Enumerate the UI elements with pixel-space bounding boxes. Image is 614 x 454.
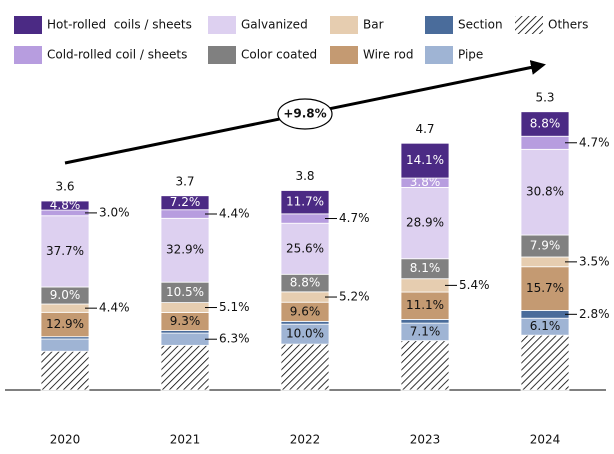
bar-segment xyxy=(40,350,90,391)
bar-segment xyxy=(520,135,570,150)
value-label: 5.4% xyxy=(459,278,490,292)
legend-label: Color coated xyxy=(241,48,317,62)
x-tick-label: 2023 xyxy=(410,433,441,447)
legend-swatch xyxy=(330,16,358,34)
value-label: 8.8% xyxy=(530,116,561,130)
value-label: 32.9% xyxy=(166,243,204,257)
bar-segment xyxy=(400,340,450,391)
bar-segment xyxy=(520,148,570,236)
annotation-ellipse xyxy=(277,98,333,130)
bar-segment xyxy=(280,222,330,275)
legend-label: Pipe xyxy=(458,48,483,62)
value-label: 4.7% xyxy=(339,211,370,225)
value-label: 10.5% xyxy=(166,285,204,299)
bar-segment xyxy=(160,195,210,211)
bar-segment xyxy=(160,209,210,219)
value-label: 11.1% xyxy=(406,298,444,312)
bar-segment xyxy=(400,291,450,320)
value-label: 8.8% xyxy=(290,276,321,290)
legend-label: Hot-rolled coils / sheets xyxy=(47,18,192,32)
bar-segment xyxy=(280,343,330,391)
value-label: 14.1% xyxy=(406,153,444,167)
value-label: 6.1% xyxy=(530,319,561,333)
bar-segment xyxy=(400,278,450,293)
bar-segment xyxy=(400,187,450,260)
total-label: 3.7 xyxy=(175,174,194,188)
value-label: 4.7% xyxy=(579,135,610,149)
x-tick-label: 2020 xyxy=(50,433,81,447)
bar-segment xyxy=(40,311,90,338)
bar-segment xyxy=(520,266,570,311)
bar-segment xyxy=(160,344,210,391)
x-tick-label: 2024 xyxy=(530,433,561,447)
bar-segment xyxy=(160,332,210,346)
legend-swatch xyxy=(208,16,236,34)
legend-label: Bar xyxy=(363,18,384,32)
legend-swatch xyxy=(515,16,543,34)
bar-segment xyxy=(280,291,330,303)
bar-segment xyxy=(520,334,570,391)
bar-segment xyxy=(280,320,330,325)
legend-swatch xyxy=(14,16,42,34)
total-label: 4.7 xyxy=(415,122,434,136)
bar-segment xyxy=(40,200,90,211)
legend-label: Cold-rolled coil / sheets xyxy=(47,48,187,62)
x-tick-label: 2022 xyxy=(290,433,321,447)
value-label: 6.3% xyxy=(219,332,250,346)
value-label: 5.1% xyxy=(219,300,250,314)
bar-segment xyxy=(520,256,570,268)
value-label: 3.5% xyxy=(579,254,610,268)
value-label: 7.1% xyxy=(410,324,441,338)
bar-segment xyxy=(400,142,450,179)
legend-label: Others xyxy=(548,18,588,32)
legend-label: Section xyxy=(458,18,503,32)
value-label: 25.6% xyxy=(286,241,324,255)
value-label: 3.8% xyxy=(410,175,441,189)
legend-label: Wire rod xyxy=(363,48,413,62)
annotation: +9.8% xyxy=(283,107,326,121)
legend-swatch xyxy=(330,46,358,64)
bar-segment xyxy=(520,111,570,137)
total-label: 5.3 xyxy=(535,90,554,104)
value-label: 5.2% xyxy=(339,290,370,304)
bar-segment xyxy=(160,302,210,313)
legend-swatch xyxy=(208,46,236,64)
value-label: 9.0% xyxy=(50,288,81,302)
legend-label: Galvanized xyxy=(241,18,308,32)
value-label: 4.4% xyxy=(99,301,130,315)
legend-swatch xyxy=(425,16,453,34)
bar-segment xyxy=(520,310,570,319)
value-label: 7.2% xyxy=(170,195,201,209)
bar-segment xyxy=(40,303,90,313)
total-label: 3.6 xyxy=(55,180,74,194)
bar-segment xyxy=(40,215,90,288)
value-label: 37.7% xyxy=(46,244,84,258)
bar-segment xyxy=(400,319,450,324)
bar-segment xyxy=(280,190,330,215)
value-label: 7.9% xyxy=(530,239,561,253)
value-label: 9.6% xyxy=(290,304,321,318)
value-label: 4.8% xyxy=(50,198,81,212)
value-label: 30.8% xyxy=(526,185,564,199)
value-label: 3.0% xyxy=(99,205,130,219)
value-label: 11.7% xyxy=(286,195,324,209)
x-tick-label: 2021 xyxy=(170,433,201,447)
legend-swatch xyxy=(14,46,42,64)
total-label: 3.8 xyxy=(295,169,314,183)
bar-segment xyxy=(280,213,330,224)
bar-segment xyxy=(40,338,90,352)
value-label: 9.3% xyxy=(170,314,201,328)
bar-segment xyxy=(160,217,210,283)
value-label: 28.9% xyxy=(406,216,444,230)
value-label: 4.4% xyxy=(219,207,250,221)
value-label: 12.9% xyxy=(46,317,84,331)
value-label: 8.1% xyxy=(410,261,441,275)
value-label: 2.8% xyxy=(579,307,610,321)
legend-swatch xyxy=(425,46,453,64)
value-label: 10.0% xyxy=(286,327,324,341)
value-label: 15.7% xyxy=(526,281,564,295)
